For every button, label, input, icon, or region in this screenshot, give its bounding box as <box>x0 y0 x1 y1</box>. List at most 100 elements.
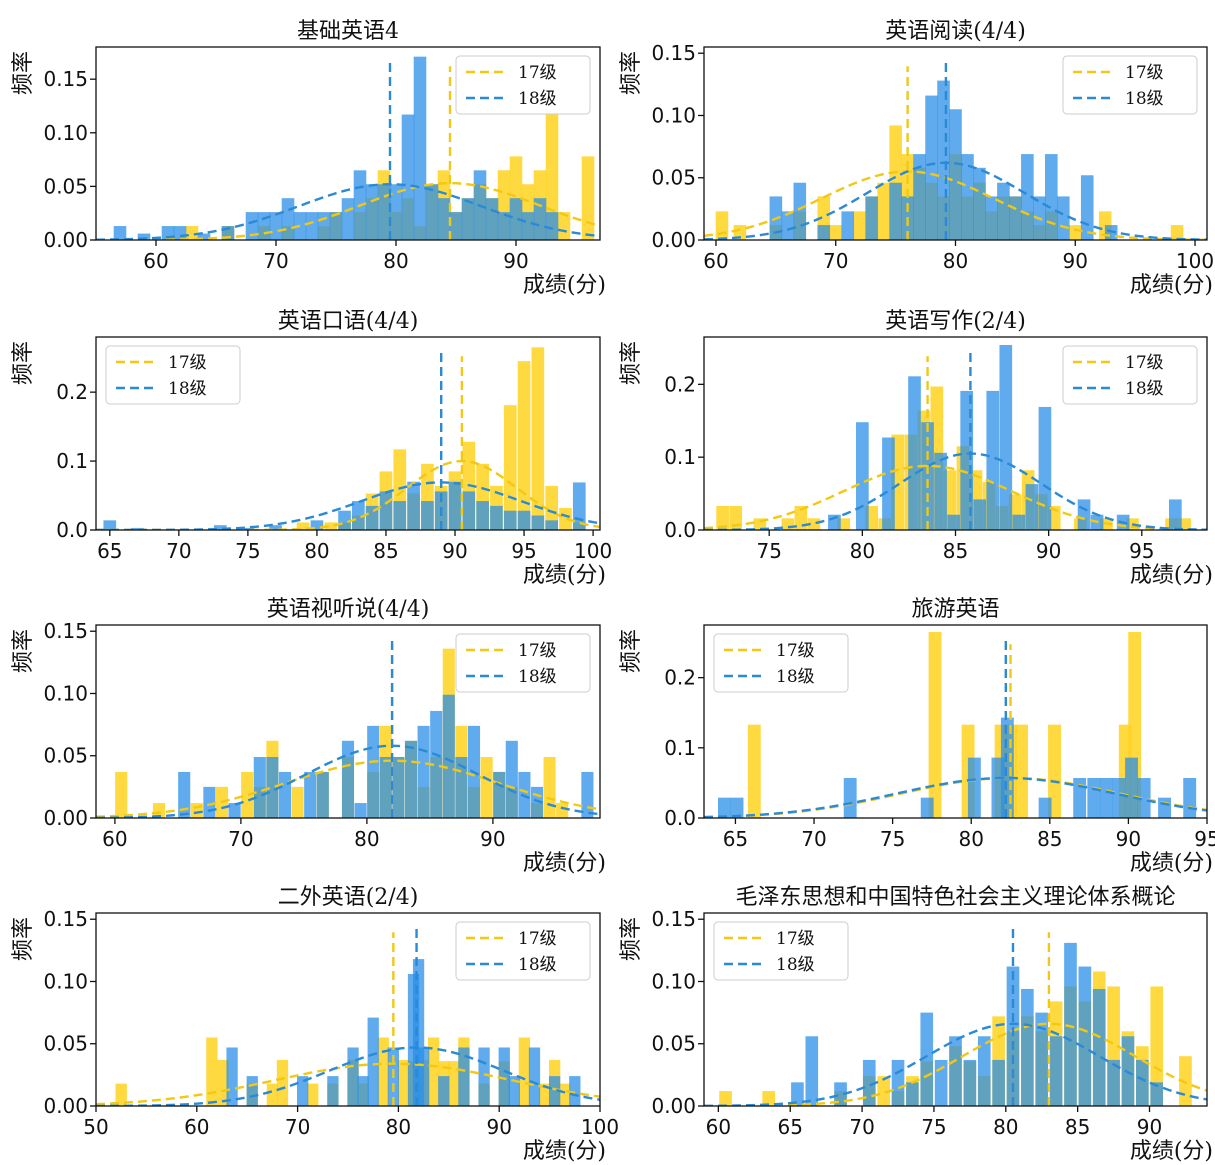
x-axis-label: 成绩(分) <box>1130 851 1213 876</box>
bar-18-15 <box>462 491 476 530</box>
y-axis-label: 频率 <box>619 341 644 385</box>
bar-17-15 <box>517 361 531 530</box>
bar-18-4 <box>266 756 279 818</box>
x-tick-label: 100 <box>574 539 612 563</box>
y-tick-label: 0.05 <box>43 174 88 198</box>
legend-box <box>455 55 591 115</box>
bar-17-1 <box>733 225 747 240</box>
y-tick-label: 0.10 <box>651 969 696 993</box>
fit-curve-17 <box>704 170 1207 240</box>
bar-17-1 <box>762 1091 775 1106</box>
x-tick-label: 90 <box>480 827 505 851</box>
bar-18-0 <box>791 1082 804 1106</box>
bar-18-11 <box>379 756 392 818</box>
legend-label-18: 18级 <box>1125 89 1164 109</box>
x-tick-label: 85 <box>373 539 398 563</box>
bar-18-3 <box>241 527 255 530</box>
bar-18-10 <box>393 501 407 530</box>
bar-18-3 <box>920 797 934 818</box>
bar-18-14 <box>1158 797 1171 818</box>
y-tick-label: 0.15 <box>43 907 88 931</box>
legend-label-17: 17级 <box>518 929 557 949</box>
x-tick-label: 80 <box>958 827 983 851</box>
bar-18-7 <box>934 1059 948 1106</box>
bar-18-19 <box>493 771 506 818</box>
bar-18-11 <box>407 481 420 530</box>
legend-box <box>713 633 849 693</box>
bar-18-12 <box>421 501 434 530</box>
bar-18-5 <box>310 520 324 530</box>
chart-title: 二外英语(2/4) <box>278 885 419 910</box>
bar-18-3 <box>817 225 831 240</box>
plot-area <box>704 62 1207 240</box>
bar-18-16 <box>1064 942 1077 1106</box>
bar-17-6 <box>853 211 866 240</box>
x-tick-label: 60 <box>184 1115 209 1139</box>
legend-label-17: 17级 <box>1125 353 1164 373</box>
plot-frame <box>95 336 601 531</box>
bar-17-23 <box>543 756 556 818</box>
bar-17-0 <box>715 211 729 240</box>
y-axis-label: 频率 <box>11 51 36 95</box>
bar-17-16 <box>531 347 545 530</box>
x-tick-label: 65 <box>778 1115 803 1139</box>
x-tick-label: 90 <box>1063 249 1088 273</box>
bar-18-21 <box>425 184 439 240</box>
bar-18-27 <box>497 212 511 240</box>
x-tick-label: 80 <box>386 1115 411 1139</box>
bar-18-9 <box>379 491 393 530</box>
subplot-8: 60 65 70 75 80 85 90 0.00 0.05 0.10 0.15 毛泽东思想和中国特色… <box>619 885 1213 1164</box>
x-tick-label: 70 <box>228 827 253 851</box>
x-tick-label: 65 <box>97 539 122 563</box>
fit-curve-17 <box>96 759 600 818</box>
x-tick-label: 95 <box>511 539 536 563</box>
x-axis-label: 成绩(分) <box>523 851 606 876</box>
bar-18-3 <box>908 376 921 530</box>
bar-18-8 <box>949 1036 962 1106</box>
plot-area <box>704 345 1207 530</box>
fit-curve-18 <box>96 1046 600 1106</box>
bar-18-5 <box>865 196 878 240</box>
chart-title: 英语阅读(4/4) <box>885 19 1026 44</box>
bar-18-18 <box>1092 988 1106 1106</box>
bar-18-24 <box>461 198 475 240</box>
x-tick-label: 100 <box>1176 249 1214 273</box>
bar-18-7 <box>1038 797 1052 818</box>
plot-frame <box>95 46 601 241</box>
bar-18-1 <box>203 786 216 818</box>
bar-18-28 <box>509 198 523 240</box>
bar-18-18 <box>569 1076 581 1106</box>
bar-18-18 <box>389 184 403 240</box>
bar-17-6 <box>307 1083 319 1106</box>
bar-17-8 <box>877 182 890 240</box>
bar-18-8 <box>1073 778 1087 818</box>
bar-17-11 <box>397 1059 410 1106</box>
chart-title: 英语写作(2/4) <box>885 309 1026 334</box>
bar-18-9 <box>963 1059 977 1106</box>
legend-box <box>455 633 591 693</box>
y-axis-label: 频率 <box>619 51 644 95</box>
x-tick-label: 75 <box>880 827 905 851</box>
x-tick-label: 80 <box>383 249 408 273</box>
bar-18-6 <box>304 771 317 818</box>
bar-18-10 <box>999 345 1013 530</box>
y-tick-label: 0.0 <box>56 518 88 542</box>
bar-18-2 <box>228 803 241 818</box>
bar-17-23 <box>1068 225 1082 240</box>
bar-18-13 <box>329 212 343 240</box>
chart-title: 英语口语(4/4) <box>278 309 419 334</box>
y-tick-label: 0.00 <box>651 228 696 252</box>
x-tick-label: 75 <box>756 539 781 563</box>
bar-17-2 <box>753 518 767 530</box>
bar-18-8 <box>341 740 355 818</box>
y-tick-label: 0.00 <box>651 1094 696 1118</box>
bar-18-23 <box>449 212 463 240</box>
bar-17-0 <box>296 522 310 530</box>
subplot-5: 60 70 80 90 0.00 0.05 0.10 0.15 英语视听说(4/4) 频率成绩(分… <box>11 597 606 876</box>
bar-18-1 <box>805 1036 819 1106</box>
chart-title: 毛泽东思想和中国特色社会主义理论体系概论 <box>735 885 1175 910</box>
bar-17-6 <box>837 518 851 530</box>
x-tick-label: 70 <box>801 827 826 851</box>
bar-18-15 <box>430 710 443 818</box>
